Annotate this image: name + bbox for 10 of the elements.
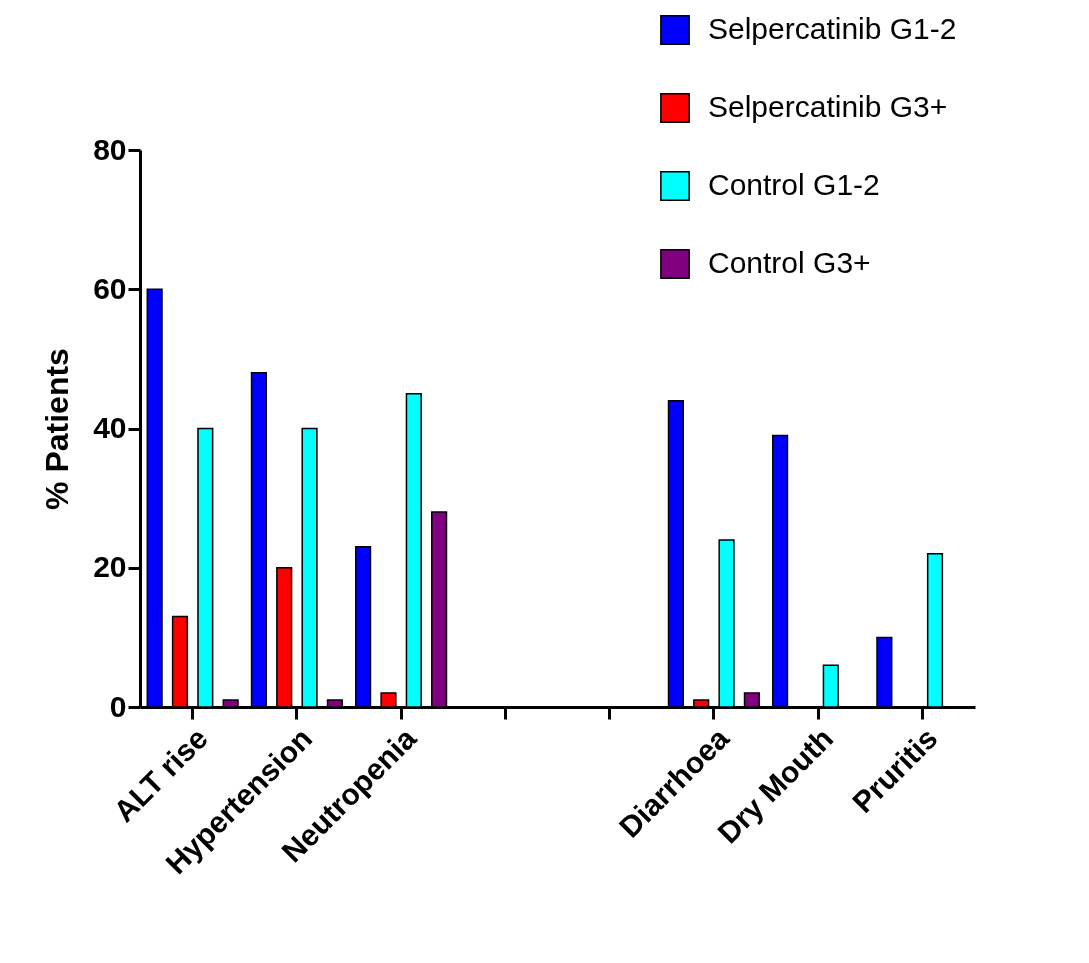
y-tick-label: 0 <box>109 689 127 723</box>
legend-label: Selpercatinib G3+ <box>708 90 948 123</box>
y-tick-label: 60 <box>93 271 127 305</box>
y-tick-label: 40 <box>93 411 127 444</box>
legend-label: Control G3+ <box>708 246 871 279</box>
legend-label: Control G1-2 <box>708 168 880 201</box>
y-tick-label: 80 <box>93 132 127 166</box>
y-axis-title: % Patients <box>39 348 76 510</box>
y-tick-label: 20 <box>93 550 127 584</box>
legend-label: Selpercatinib G1-2 <box>708 12 957 45</box>
